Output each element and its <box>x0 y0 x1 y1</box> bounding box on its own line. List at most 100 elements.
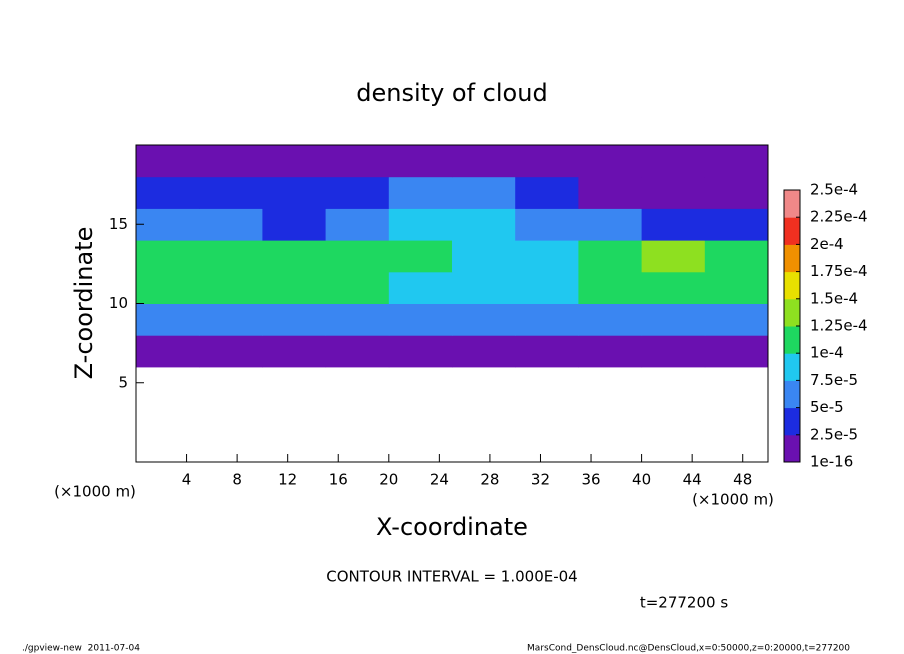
cell <box>388 145 453 178</box>
cell <box>704 271 769 304</box>
cell <box>641 240 706 273</box>
cell <box>199 208 263 241</box>
cell <box>515 303 579 336</box>
cell <box>641 208 706 241</box>
cell <box>199 303 263 336</box>
cell <box>199 271 263 304</box>
cell <box>262 176 327 209</box>
colorbar-band <box>784 271 800 300</box>
cell <box>641 145 706 178</box>
colorbar-label: 2.25e-4 <box>810 208 868 226</box>
cell <box>578 271 643 304</box>
cell <box>262 271 327 304</box>
cell <box>136 303 200 336</box>
cell <box>515 176 579 209</box>
cell <box>515 145 579 178</box>
cell <box>641 271 706 304</box>
cell <box>515 240 579 273</box>
colorbar-label: 5e-5 <box>810 398 844 416</box>
cell <box>262 208 327 241</box>
cell <box>452 271 516 304</box>
cell <box>704 335 769 368</box>
cell <box>262 240 327 273</box>
cell <box>136 240 200 273</box>
cell <box>199 145 263 178</box>
cell <box>388 240 453 273</box>
cell <box>704 303 769 336</box>
cell <box>325 240 390 273</box>
colorbar-band <box>784 434 800 463</box>
colorbar-label: 2e-4 <box>810 235 844 253</box>
cell <box>199 176 263 209</box>
cell <box>325 303 390 336</box>
cell <box>262 145 327 178</box>
colorbar-label: 1.75e-4 <box>810 262 868 280</box>
cell <box>578 176 643 209</box>
cell <box>388 271 453 304</box>
x-tick-label: 44 <box>683 471 702 489</box>
cell <box>388 176 453 209</box>
cell <box>452 145 516 178</box>
cell <box>578 240 643 273</box>
y-axis-label: Z-coordinate <box>70 227 98 380</box>
x-tick-label: 40 <box>632 471 651 489</box>
cell <box>388 208 453 241</box>
cell <box>325 335 390 368</box>
cell <box>325 145 390 178</box>
cell <box>136 271 200 304</box>
colorbar-label: 1.25e-4 <box>810 317 868 335</box>
y-tick-label: 15 <box>109 215 128 233</box>
cell <box>641 303 706 336</box>
x-tick-label: 12 <box>278 471 297 489</box>
y-unit: (×1000 m) <box>54 483 136 501</box>
cell <box>452 240 516 273</box>
cell <box>452 303 516 336</box>
footer-right: MarsCond_DensCloud.nc@DensCloud,x=0:5000… <box>527 644 850 654</box>
colorbar-band <box>784 298 800 327</box>
cell <box>199 240 263 273</box>
cell <box>578 303 643 336</box>
cell <box>136 208 200 241</box>
contour-note: CONTOUR INTERVAL = 1.000E-04 <box>326 568 577 586</box>
cell <box>262 303 327 336</box>
x-axis-label: X-coordinate <box>376 513 528 541</box>
cell <box>136 335 200 368</box>
cell <box>325 271 390 304</box>
cell <box>452 208 516 241</box>
cell <box>325 176 390 209</box>
cell <box>578 335 643 368</box>
colorbar-band <box>784 244 800 273</box>
colorbar-label: 2.5e-5 <box>810 425 858 443</box>
colorbar-label: 2.5e-4 <box>810 181 858 199</box>
colorbar-label: 1e-16 <box>810 453 853 471</box>
cell <box>136 145 200 178</box>
colorbar-label: 1.5e-4 <box>810 289 858 307</box>
cell <box>704 176 769 209</box>
colorbar-band <box>784 190 800 218</box>
cell <box>578 145 643 178</box>
cell <box>515 271 579 304</box>
cell <box>452 335 516 368</box>
time-note: t=277200 s <box>640 594 728 612</box>
cell <box>578 208 643 241</box>
cell <box>704 145 769 178</box>
colorbar-band <box>784 326 800 354</box>
x-tick-label: 28 <box>480 471 499 489</box>
cell <box>452 176 516 209</box>
x-unit: (×1000 m) <box>692 491 774 509</box>
x-tick-label: 36 <box>581 471 600 489</box>
x-tick-label: 4 <box>182 471 192 489</box>
cell <box>262 335 327 368</box>
cell <box>388 335 453 368</box>
cell <box>515 335 579 368</box>
y-tick-label: 10 <box>109 294 128 312</box>
x-tick-label: 16 <box>329 471 348 489</box>
colorbar-band <box>784 353 800 381</box>
cell <box>325 208 390 241</box>
cell <box>388 303 453 336</box>
x-tick-label: 20 <box>379 471 398 489</box>
footer-left: ./gpview-new 2011-07-04 <box>22 644 140 654</box>
colorbar-band <box>784 380 800 409</box>
x-tick-label: 8 <box>232 471 242 489</box>
